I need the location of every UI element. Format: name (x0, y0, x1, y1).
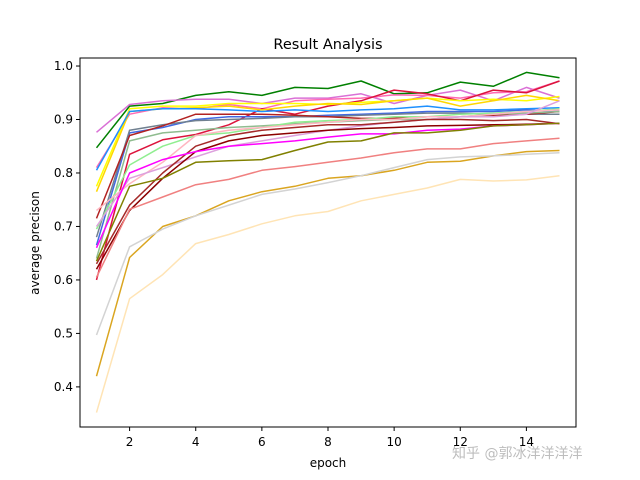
series-line-5 (95, 95, 560, 187)
y-tick-label: 0.4 (54, 380, 73, 394)
x-tick-label: 4 (192, 435, 200, 449)
series-line-19 (95, 137, 560, 278)
watermark-text: 知乎 @郭冰洋洋洋洋 (452, 445, 582, 462)
y-tick-label: 0.7 (54, 219, 73, 233)
y-axis-label: average precison (28, 191, 42, 295)
x-tick-label: 2 (126, 435, 134, 449)
series-line-8 (95, 109, 560, 246)
y-tick-label: 0.8 (54, 166, 73, 180)
x-tick-label: 10 (386, 435, 401, 449)
series-line-12 (95, 108, 560, 230)
x-tick-label: 8 (324, 435, 332, 449)
x-tick-label: 6 (258, 435, 266, 449)
y-tick-label: 1.0 (54, 59, 73, 73)
series-line-13 (96, 109, 560, 211)
series-line-21 (95, 151, 560, 336)
series-group (95, 71, 560, 413)
chart-title: Result Analysis (273, 37, 382, 53)
series-line-7 (95, 105, 560, 171)
y-tick-label: 0.9 (54, 113, 73, 127)
series-line-18 (95, 122, 560, 262)
series-line-15 (95, 118, 560, 265)
series-line-10 (95, 110, 560, 219)
series-line-11 (95, 110, 560, 259)
series-line-2 (96, 86, 560, 133)
series-line-14 (95, 100, 560, 227)
ticks-group: 2 4 6 8 10 12 14 0.4 0.5 0.6 0.7 0.8 0.9 1.0 (54, 59, 534, 449)
plot-frame (79, 57, 577, 428)
series-line-4 (95, 80, 560, 281)
series-line-16 (95, 122, 560, 270)
x-tick-label: 12 (453, 435, 468, 449)
y-tick-label: 0.5 (54, 326, 73, 340)
x-axis-label: epoch (310, 456, 347, 470)
x-tick-label: 14 (519, 435, 534, 449)
y-tick-label: 0.6 (54, 273, 73, 287)
series-line-22 (95, 174, 560, 413)
series-line-20 (95, 149, 560, 377)
